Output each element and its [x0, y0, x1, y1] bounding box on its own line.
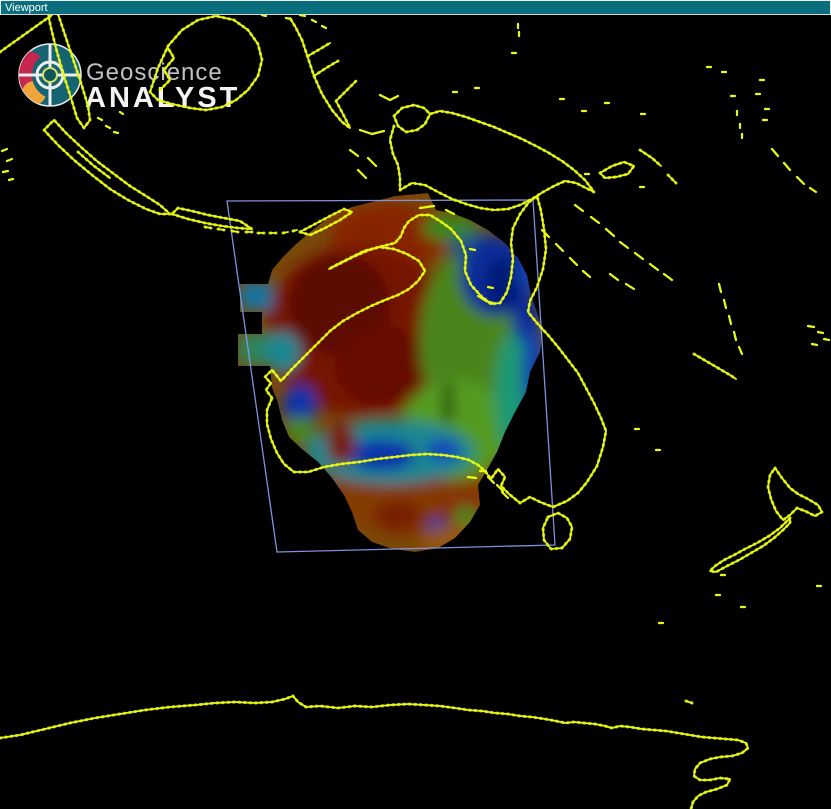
viewport-titlebar[interactable]: Viewport	[0, 0, 831, 15]
survey-extent-box[interactable]	[226, 199, 556, 553]
viewport-title-label: Viewport	[5, 2, 48, 14]
